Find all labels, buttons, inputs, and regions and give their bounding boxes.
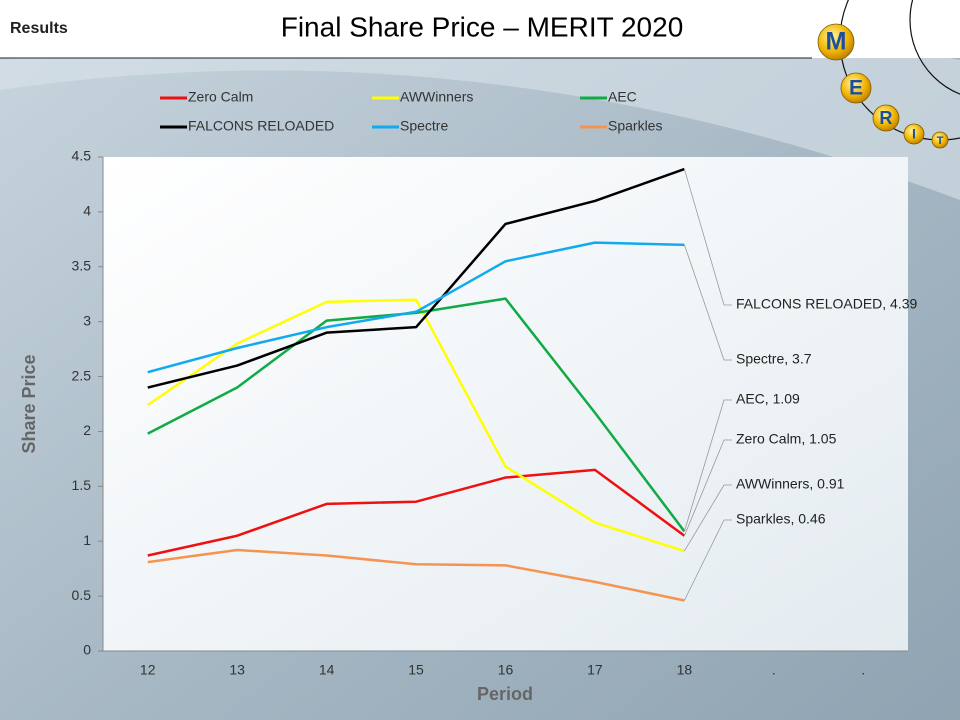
x-tick-label: . xyxy=(861,662,865,678)
logo-ball xyxy=(817,23,855,61)
logo-ball xyxy=(903,123,925,145)
x-tick-label: 17 xyxy=(587,662,603,678)
swoosh xyxy=(0,25,960,200)
logo-ball xyxy=(931,131,949,149)
legend-label: Zero Calm xyxy=(188,89,253,105)
logo: MER I T xyxy=(817,0,960,149)
logo-ball xyxy=(840,72,872,104)
logo-letter: T xyxy=(937,135,944,147)
y-tick-label: 0 xyxy=(83,642,91,658)
y-axis-label: Share Price xyxy=(19,354,39,453)
legend-label: FALCONS RELOADED xyxy=(188,118,334,134)
logo-letter: R xyxy=(879,108,892,128)
x-tick-label: 13 xyxy=(229,662,245,678)
leader-line xyxy=(684,439,732,536)
logo-letter: M xyxy=(826,28,847,56)
y-tick-label: 2 xyxy=(83,422,91,438)
legend-label: Spectre xyxy=(400,118,448,134)
x-tick-label: 16 xyxy=(498,662,514,678)
y-tick-label: 3 xyxy=(83,312,91,328)
y-tick-label: 4 xyxy=(83,203,91,219)
logo-ball xyxy=(872,104,900,132)
data-label: FALCONS RELOADED, 4.39 xyxy=(736,296,918,312)
plot-area xyxy=(103,157,908,651)
header-band xyxy=(0,0,960,58)
data-label: Spectre, 3.7 xyxy=(736,351,812,367)
series-line xyxy=(147,298,685,553)
y-tick-label: 1 xyxy=(83,532,91,548)
leader-line xyxy=(684,519,732,601)
logo-arc xyxy=(909,0,960,95)
section-label: Results xyxy=(10,20,68,37)
x-tick-label: 18 xyxy=(677,662,693,678)
y-tick-label: 4.5 xyxy=(72,148,92,164)
data-label: Zero Calm, 1.05 xyxy=(736,431,837,447)
series-line xyxy=(147,241,685,374)
x-tick-label: 12 xyxy=(140,662,156,678)
logo-letter: I xyxy=(912,126,916,142)
y-tick-label: 3.5 xyxy=(72,257,92,273)
x-tick-label: 15 xyxy=(408,662,424,678)
data-label: AWWinners, 0.91 xyxy=(736,476,845,492)
series-line xyxy=(147,548,685,602)
logo-letter: E xyxy=(849,77,863,100)
leader-line xyxy=(684,484,732,552)
legend-label: AWWinners xyxy=(400,89,473,105)
legend-label: AEC xyxy=(608,89,637,105)
data-label: Sparkles, 0.46 xyxy=(736,511,826,527)
leader-line xyxy=(684,399,732,532)
chart-title: Final Share Price – MERIT 2020 xyxy=(281,11,684,42)
x-tick-label: 14 xyxy=(319,662,335,678)
series-line xyxy=(147,468,686,557)
y-tick-label: 0.5 xyxy=(72,587,92,603)
y-tick-label: 2.5 xyxy=(72,367,92,383)
series-line xyxy=(147,167,685,389)
y-tick-label: 1.5 xyxy=(72,477,92,493)
x-tick-label: . xyxy=(772,662,776,678)
leader-line xyxy=(684,244,732,361)
data-label: AEC, 1.09 xyxy=(736,391,800,407)
leader-line xyxy=(684,168,732,306)
x-axis-label: Period xyxy=(477,684,533,704)
legend-label: Sparkles xyxy=(608,118,662,134)
